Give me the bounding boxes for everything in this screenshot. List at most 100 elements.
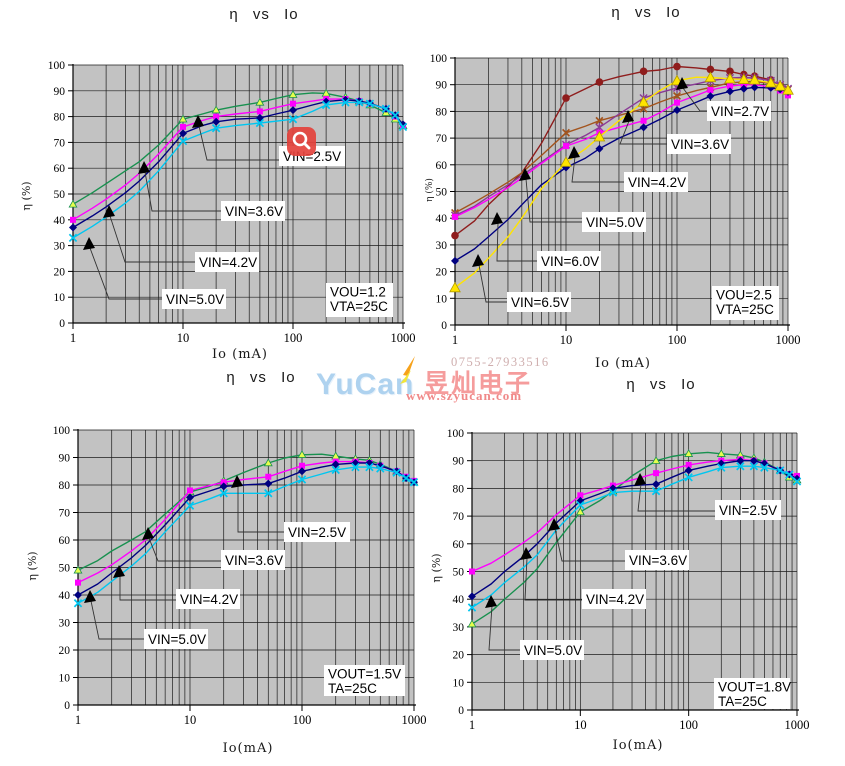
callout: VIN=4.2V (520, 547, 646, 609)
marker-triangle (297, 450, 307, 458)
y-tick-label: 80 (54, 112, 66, 124)
series-VIN=5.0V (68, 98, 408, 243)
info-line: VTA=25C (716, 302, 774, 317)
y-axis-label: η (%) (26, 551, 39, 580)
chart-3: η vs Io 0 10 20 30 40 50 60 70 80 90 100 1 10 100 1000… (422, 376, 845, 766)
callout-arrowhead (142, 527, 154, 540)
callout-arrowhead (231, 475, 243, 488)
callout-arrowhead (491, 212, 503, 225)
x-tick-label: 10 (560, 333, 573, 347)
info-line: VOU=2.5 (716, 288, 772, 303)
marker-x (264, 489, 273, 498)
y-tick-label: 20 (54, 266, 66, 278)
marker-x (351, 462, 360, 472)
y-tick-label: 80 (453, 483, 465, 495)
callout-label: VIN=5.0V (586, 215, 644, 230)
chart-title: η vs Io (229, 6, 299, 23)
marker-square (70, 216, 76, 223)
info-line: TA=25C (328, 681, 377, 696)
y-tick-label: 30 (59, 618, 71, 630)
callout-leader-line (148, 537, 223, 562)
callout-box (221, 550, 285, 570)
axes (450, 57, 790, 331)
y-tick-label: 80 (59, 480, 71, 492)
marker-x (651, 486, 661, 496)
marker-square (563, 143, 569, 150)
marker-circle (673, 62, 681, 71)
callout-box (537, 251, 601, 271)
marker-square (213, 113, 220, 120)
y-axis-label: η (%) (20, 181, 33, 210)
magnifier-lens (292, 131, 308, 147)
marker-x (595, 116, 604, 125)
callout-leader-line (488, 605, 522, 651)
chart-title: η vs Io (226, 369, 296, 386)
marker-diamond (264, 479, 273, 488)
marker-triangle (467, 619, 477, 628)
chart-title: η vs Io (611, 4, 681, 21)
marker-square (299, 462, 305, 469)
callout-box (625, 550, 689, 570)
slash-orange (403, 356, 415, 376)
marker-x (785, 470, 794, 479)
marker-diamond (468, 592, 476, 601)
marker-circle (706, 65, 715, 74)
callout-box (582, 589, 646, 609)
callout: VIN=6.5V (472, 254, 571, 312)
callout-label: VIN=4.2V (199, 255, 257, 270)
y-tick-label: 60 (54, 163, 66, 175)
marker-x (178, 136, 188, 146)
marker-triangle (449, 281, 461, 293)
callout-box (284, 522, 350, 542)
callout: VIN=2.5V (231, 475, 350, 542)
watermark-cn-text: 昱灿电子 (424, 369, 533, 398)
callout-arrowhead (548, 518, 560, 531)
callout-arrowhead (568, 146, 580, 159)
marker-circle (595, 78, 604, 86)
callout-arrowhead (192, 115, 204, 128)
marker-triangle (651, 456, 661, 464)
callout-leader-line (524, 557, 584, 601)
marker-x (297, 475, 307, 484)
magnifier-icon (292, 131, 311, 150)
y-tick-label: 70 (436, 133, 448, 145)
info-line: TA=25C (718, 694, 767, 709)
marker-diamond (706, 92, 715, 101)
y-tick-label: 10 (59, 673, 71, 685)
marker-square (577, 492, 584, 499)
callout-leader-line (198, 125, 281, 161)
marker-square (707, 87, 714, 94)
x-tick-label: 100 (293, 713, 312, 727)
marker-x (321, 100, 331, 110)
marker-circle (562, 94, 570, 102)
callout-label: VIN=2.7V (711, 104, 769, 119)
callout-leader-line (571, 156, 626, 183)
marker-x (288, 114, 298, 124)
callout-leader-line (237, 486, 286, 533)
marker-square (640, 117, 647, 124)
callout: VIN=4.2V (568, 146, 688, 192)
callout-leader-line (554, 528, 627, 562)
magnifier-overlay[interactable] (287, 127, 316, 156)
x-tick-label: 100 (284, 331, 303, 345)
callout-box (520, 640, 584, 660)
marker-triangle (68, 199, 78, 208)
marker-x (717, 463, 726, 472)
marker-triangle (704, 71, 717, 83)
watermark-brand: YuCan (316, 368, 415, 401)
slash-yellow (400, 370, 411, 384)
marker-diamond (684, 466, 693, 475)
callout-arrowhead (103, 205, 115, 218)
chart-title: η vs Io (626, 376, 696, 393)
marker-square (187, 487, 193, 494)
y-tick-label: 80 (436, 106, 448, 118)
callout: VIN=2.7V (676, 77, 771, 121)
y-tick-label: 70 (54, 137, 66, 149)
info-line: VOUT=1.8V (718, 680, 791, 695)
marker-diamond (451, 256, 459, 265)
